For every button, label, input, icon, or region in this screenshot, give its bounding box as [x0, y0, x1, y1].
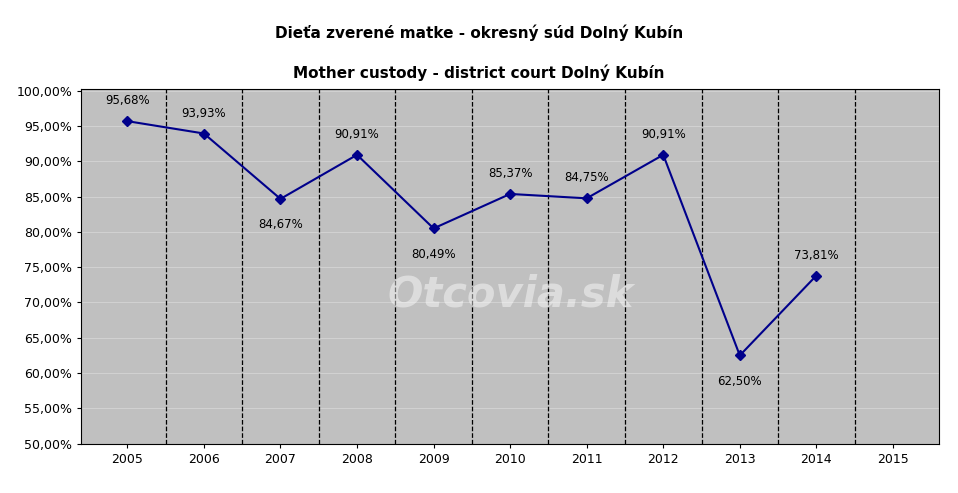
Text: 62,50%: 62,50% — [718, 375, 763, 388]
Text: 90,91%: 90,91% — [334, 128, 379, 141]
Text: Otcovia.sk: Otcovia.sk — [387, 274, 633, 316]
Text: 85,37%: 85,37% — [488, 167, 533, 180]
Text: 84,75%: 84,75% — [564, 172, 609, 184]
Text: 90,91%: 90,91% — [641, 128, 686, 141]
Text: 80,49%: 80,49% — [411, 248, 456, 261]
Text: 84,67%: 84,67% — [258, 218, 303, 231]
Text: 95,68%: 95,68% — [105, 94, 149, 107]
Text: 73,81%: 73,81% — [794, 248, 838, 262]
Text: Dieťa zverené matke - okresný súd Dolný Kubín: Dieťa zverené matke - okresný súd Dolný … — [275, 25, 683, 41]
Text: 93,93%: 93,93% — [182, 106, 226, 120]
Text: Mother custody - district court Dolný Kubín: Mother custody - district court Dolný Ku… — [293, 64, 665, 80]
